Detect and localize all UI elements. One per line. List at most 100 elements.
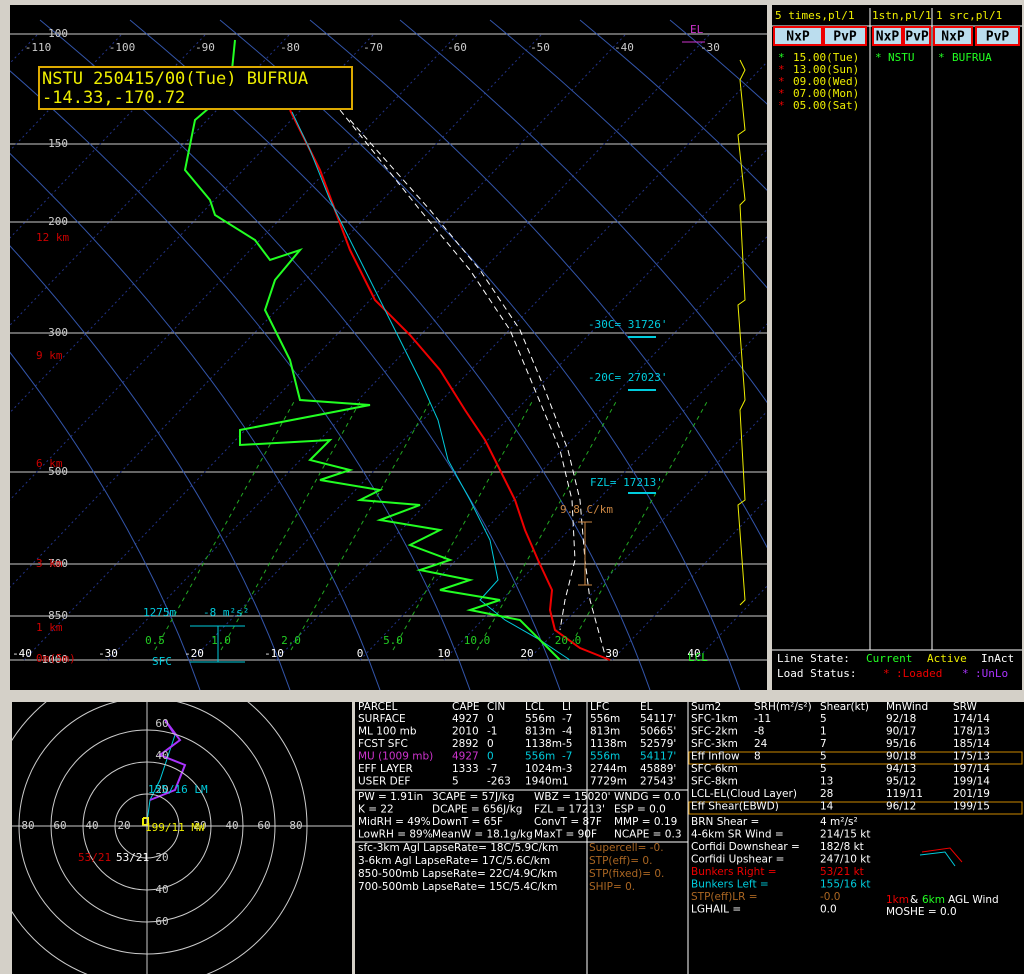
- table-cell: 556m: [590, 751, 620, 763]
- temp-label: -40: [614, 41, 634, 54]
- button[interactable]: [823, 26, 867, 46]
- table-cell: 178/13: [953, 726, 990, 738]
- table-cell: 5: [820, 751, 827, 763]
- temp-label: -70: [363, 41, 383, 54]
- table-cell: 1: [562, 776, 569, 788]
- hodograph: [12, 702, 352, 974]
- button-label[interactable]: NxP: [941, 30, 965, 45]
- table-cell: 2892: [452, 738, 479, 750]
- table-cell: 175/13: [953, 751, 990, 763]
- hodo-label: 40: [225, 819, 238, 832]
- time-entry: 07.00(Mon): [793, 87, 859, 100]
- table-header: LFC: [590, 701, 609, 713]
- button-label[interactable]: PvP: [833, 30, 857, 45]
- pressure-label: 100: [48, 27, 68, 40]
- button-label[interactable]: PvP: [905, 30, 929, 45]
- dry-adiabat: [10, 70, 471, 690]
- table-cell: 4927: [452, 751, 479, 763]
- button-label[interactable]: NxP: [876, 30, 900, 45]
- table-cell: 197/14: [953, 763, 990, 775]
- misc-param: MMP = 0.19: [614, 816, 677, 828]
- line-state: InAct: [981, 652, 1014, 665]
- table-cell: 45889': [640, 763, 676, 775]
- button[interactable]: [903, 26, 931, 46]
- temp-label: -20: [184, 647, 204, 660]
- temp-label: -90: [195, 41, 215, 54]
- hodo-label: 40: [85, 819, 98, 832]
- kinematic-value: 214/15 kt: [820, 829, 870, 841]
- table-cell: 201/19: [953, 788, 990, 800]
- virtual-trace: [349, 119, 606, 656]
- button[interactable]: [975, 26, 1020, 46]
- table-cell: SURFACE: [358, 713, 406, 725]
- button[interactable]: [773, 26, 823, 46]
- kinematic-value: 4 m²/s²: [820, 816, 858, 828]
- table-cell: 7729m: [590, 776, 627, 788]
- table-cell: 2744m: [590, 763, 627, 775]
- side-header: 1stn,pl/1: [872, 9, 932, 22]
- level-label: -20C= 27023': [588, 371, 667, 384]
- table-header: CIN: [487, 701, 505, 713]
- parcel-trace: [339, 109, 576, 631]
- table-cell: 119/11: [886, 788, 923, 800]
- table-cell: 95/16: [886, 738, 917, 750]
- mixing-label: 5.0: [383, 634, 403, 647]
- highlight: [688, 801, 1023, 815]
- station-entry: NSTU: [888, 51, 915, 64]
- line-state: Current: [866, 652, 912, 665]
- misc-param: NCAPE = 0.3: [614, 829, 682, 841]
- misc-param: LowRH = 89%: [358, 829, 433, 841]
- mixing-label: 0.5: [145, 634, 165, 647]
- kinematic-param: BRN Shear =: [691, 816, 759, 828]
- temp-label: 10: [437, 647, 450, 660]
- button[interactable]: [872, 26, 903, 46]
- table-cell: -7: [562, 713, 572, 725]
- temp-label: 0: [357, 647, 364, 660]
- table-cell: 0: [487, 738, 494, 750]
- table-cell: -7: [562, 751, 572, 763]
- side-header: 1 src,pl/1: [936, 9, 1002, 22]
- button-label[interactable]: PvP: [986, 30, 1010, 45]
- lapse-rate: 700-500mb LapseRate= 15C/5.4C/km: [358, 881, 557, 893]
- hodo-label: 40: [155, 883, 168, 896]
- button-label[interactable]: NxP: [786, 30, 810, 45]
- hodo-annotation: 199/11 MW: [145, 821, 205, 834]
- table-cell: 199/14: [953, 776, 990, 788]
- time-entry: 13.00(Sun): [793, 63, 859, 76]
- table-cell: 556m: [525, 713, 555, 725]
- kinematic-value: 0.0: [820, 904, 837, 916]
- height-label: 9 km: [36, 349, 63, 362]
- kinematic-param: LGHAIL =: [691, 904, 741, 916]
- temp-label: -50: [530, 41, 550, 54]
- effective-layer: [190, 625, 245, 663]
- marker: *: [778, 63, 785, 76]
- table-cell: -4: [562, 726, 573, 738]
- button[interactable]: [933, 26, 973, 46]
- misc-param: MaxT = 90F: [534, 829, 597, 841]
- dewpoint: [183, 39, 561, 661]
- table-cell: 28: [820, 788, 833, 800]
- kinematic-param: Bunkers Left =: [691, 879, 769, 891]
- wind-legend: &: [910, 894, 918, 906]
- table-cell: 1138m: [590, 738, 627, 750]
- table-cell: SFC-6km: [691, 763, 738, 775]
- height-label: 12 km: [36, 231, 69, 244]
- hodo-label: 60: [53, 819, 66, 832]
- station-title: NSTU 250415/00(Tue) BUFRUA: [42, 69, 308, 89]
- table-header: LCL: [525, 701, 544, 713]
- temp-label: -30: [98, 647, 118, 660]
- kinematic-param: 4-6km SR Wind =: [691, 829, 784, 841]
- temp-label: -10: [264, 647, 284, 660]
- misc-param: 3CAPE = 57J/kg: [432, 791, 514, 803]
- temp-label: -80: [280, 41, 300, 54]
- marker: *: [778, 75, 785, 88]
- table-cell: 8: [754, 751, 761, 763]
- wind-glyph: [919, 851, 956, 867]
- lapse-rate: 3-6km Agl LapseRate= 17C/5.6C/km: [358, 855, 550, 867]
- load-status: *: [962, 667, 969, 680]
- table-header: MnWind: [886, 701, 928, 713]
- hodo-label: 20: [117, 819, 130, 832]
- table-cell: 1024m: [525, 763, 562, 775]
- table-cell: 5: [452, 776, 459, 788]
